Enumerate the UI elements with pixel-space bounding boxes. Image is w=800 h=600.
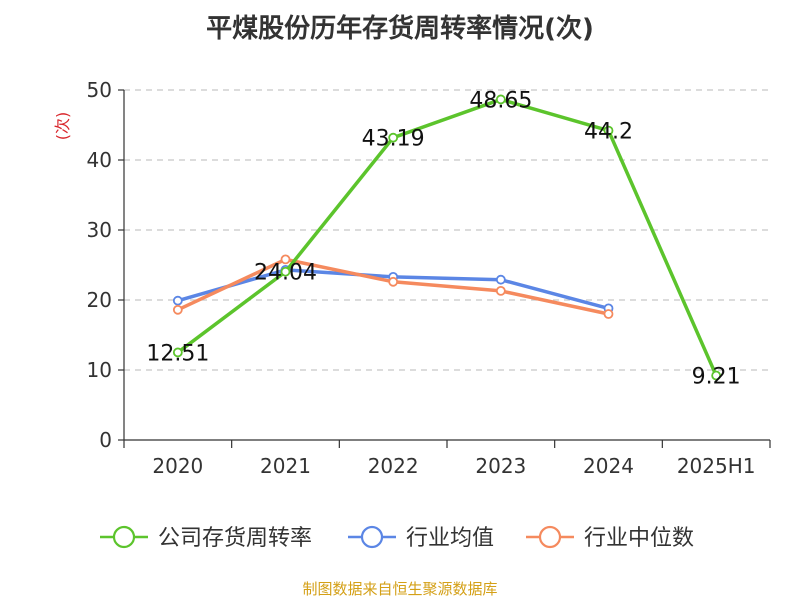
- y-axis-label: (次): [53, 112, 72, 141]
- data-point: [280, 266, 291, 277]
- data-label: 48.65: [469, 88, 532, 113]
- data-label: 43.19: [362, 127, 425, 152]
- data-label: 44.2: [584, 120, 633, 145]
- legend-swatch-marker: [360, 525, 384, 549]
- data-point: [280, 254, 291, 265]
- data-label: 24.04: [254, 261, 317, 286]
- legend-label: 行业中位数: [584, 526, 694, 551]
- data-point: [388, 132, 399, 143]
- data-point: [172, 295, 183, 306]
- data-point: [388, 276, 399, 287]
- y-tick-label: 50: [87, 78, 112, 102]
- legend-swatch-marker: [112, 525, 136, 549]
- y-tick-label: 20: [87, 288, 112, 312]
- data-label: 12.51: [146, 341, 209, 366]
- y-tick-label: 0: [99, 428, 112, 452]
- data-point: [495, 274, 506, 285]
- x-tick-label: 2025H1: [677, 454, 756, 478]
- legend-label: 行业均值: [406, 526, 494, 551]
- data-point: [495, 285, 506, 296]
- x-tick-label: 2022: [368, 454, 419, 478]
- legend-swatch-marker: [538, 525, 562, 549]
- x-tick-label: 2021: [260, 454, 311, 478]
- y-tick-label: 40: [87, 148, 112, 172]
- data-point: [495, 94, 506, 105]
- legend-label: 公司存货周转率: [158, 526, 312, 551]
- x-tick-label: 2024: [583, 454, 634, 478]
- data-label: 9.21: [692, 365, 741, 390]
- source-note: 制图数据来自恒生聚源数据库: [302, 580, 498, 598]
- data-point: [603, 309, 614, 319]
- data-point: [172, 347, 183, 358]
- data-point: [172, 304, 183, 315]
- series-line-0: [176, 97, 718, 377]
- x-tick-label: 2020: [152, 454, 203, 478]
- chart-title: 平煤股份历年存货周转率情况(次): [206, 14, 594, 44]
- y-tick-label: 30: [87, 218, 112, 242]
- y-tick-label: 10: [87, 358, 112, 382]
- x-tick-label: 2023: [475, 454, 526, 478]
- data-point: [711, 370, 722, 381]
- data-point: [603, 125, 614, 136]
